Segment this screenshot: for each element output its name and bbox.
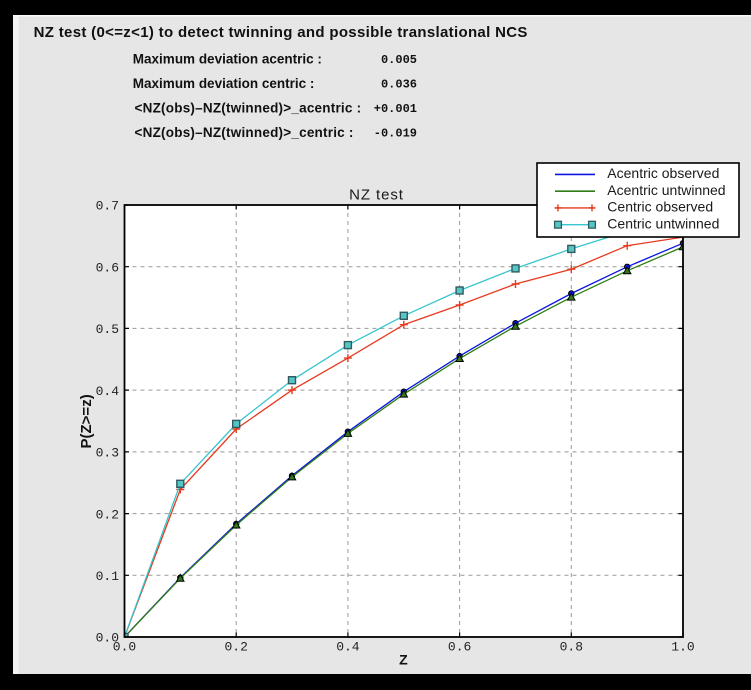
svg-text:0.2: 0.2 xyxy=(224,639,247,654)
svg-text:0.5: 0.5 xyxy=(96,322,119,337)
svg-text:Centric observed: Centric observed xyxy=(607,199,713,215)
svg-text:Acentric untwinned: Acentric untwinned xyxy=(607,182,725,198)
svg-text:0.8: 0.8 xyxy=(560,639,583,654)
svg-text:0.0: 0.0 xyxy=(113,639,136,654)
svg-text:<NZ(obs)–NZ(twinned)>_centric: <NZ(obs)–NZ(twinned)>_centric : xyxy=(135,125,354,140)
svg-text:1.0: 1.0 xyxy=(671,639,694,654)
svg-text:Centric untwinned: Centric untwinned xyxy=(607,216,719,232)
svg-text:0.4: 0.4 xyxy=(96,384,120,399)
svg-text:+0.001: +0.001 xyxy=(374,102,417,116)
svg-text:0.036: 0.036 xyxy=(381,78,417,92)
svg-text:0.1: 0.1 xyxy=(96,569,120,584)
svg-text:NZ test (0<=z<1) to detect twi: NZ test (0<=z<1) to detect twinning and … xyxy=(34,24,528,41)
svg-text:P(Z>=z): P(Z>=z) xyxy=(78,394,95,448)
svg-text:0.0: 0.0 xyxy=(96,631,119,646)
svg-text:0.7: 0.7 xyxy=(96,199,119,214)
svg-text:0.005: 0.005 xyxy=(381,53,417,67)
svg-text:0.6: 0.6 xyxy=(96,260,119,275)
svg-text:0.4: 0.4 xyxy=(336,639,360,654)
svg-text:Maximum deviation centric :: Maximum deviation centric : xyxy=(133,76,315,91)
svg-text:0.3: 0.3 xyxy=(96,446,119,461)
svg-text:<NZ(obs)–NZ(twinned)>_acentric: <NZ(obs)–NZ(twinned)>_acentric : xyxy=(135,100,362,115)
svg-text:Z: Z xyxy=(399,651,408,667)
svg-text:Maximum deviation acentric :: Maximum deviation acentric : xyxy=(133,51,322,66)
svg-text:NZ test: NZ test xyxy=(349,187,404,204)
svg-text:Acentric observed: Acentric observed xyxy=(607,165,719,181)
svg-text:0.6: 0.6 xyxy=(448,639,471,654)
svg-text:-0.019: -0.019 xyxy=(374,127,417,141)
svg-text:0.2: 0.2 xyxy=(96,507,119,522)
